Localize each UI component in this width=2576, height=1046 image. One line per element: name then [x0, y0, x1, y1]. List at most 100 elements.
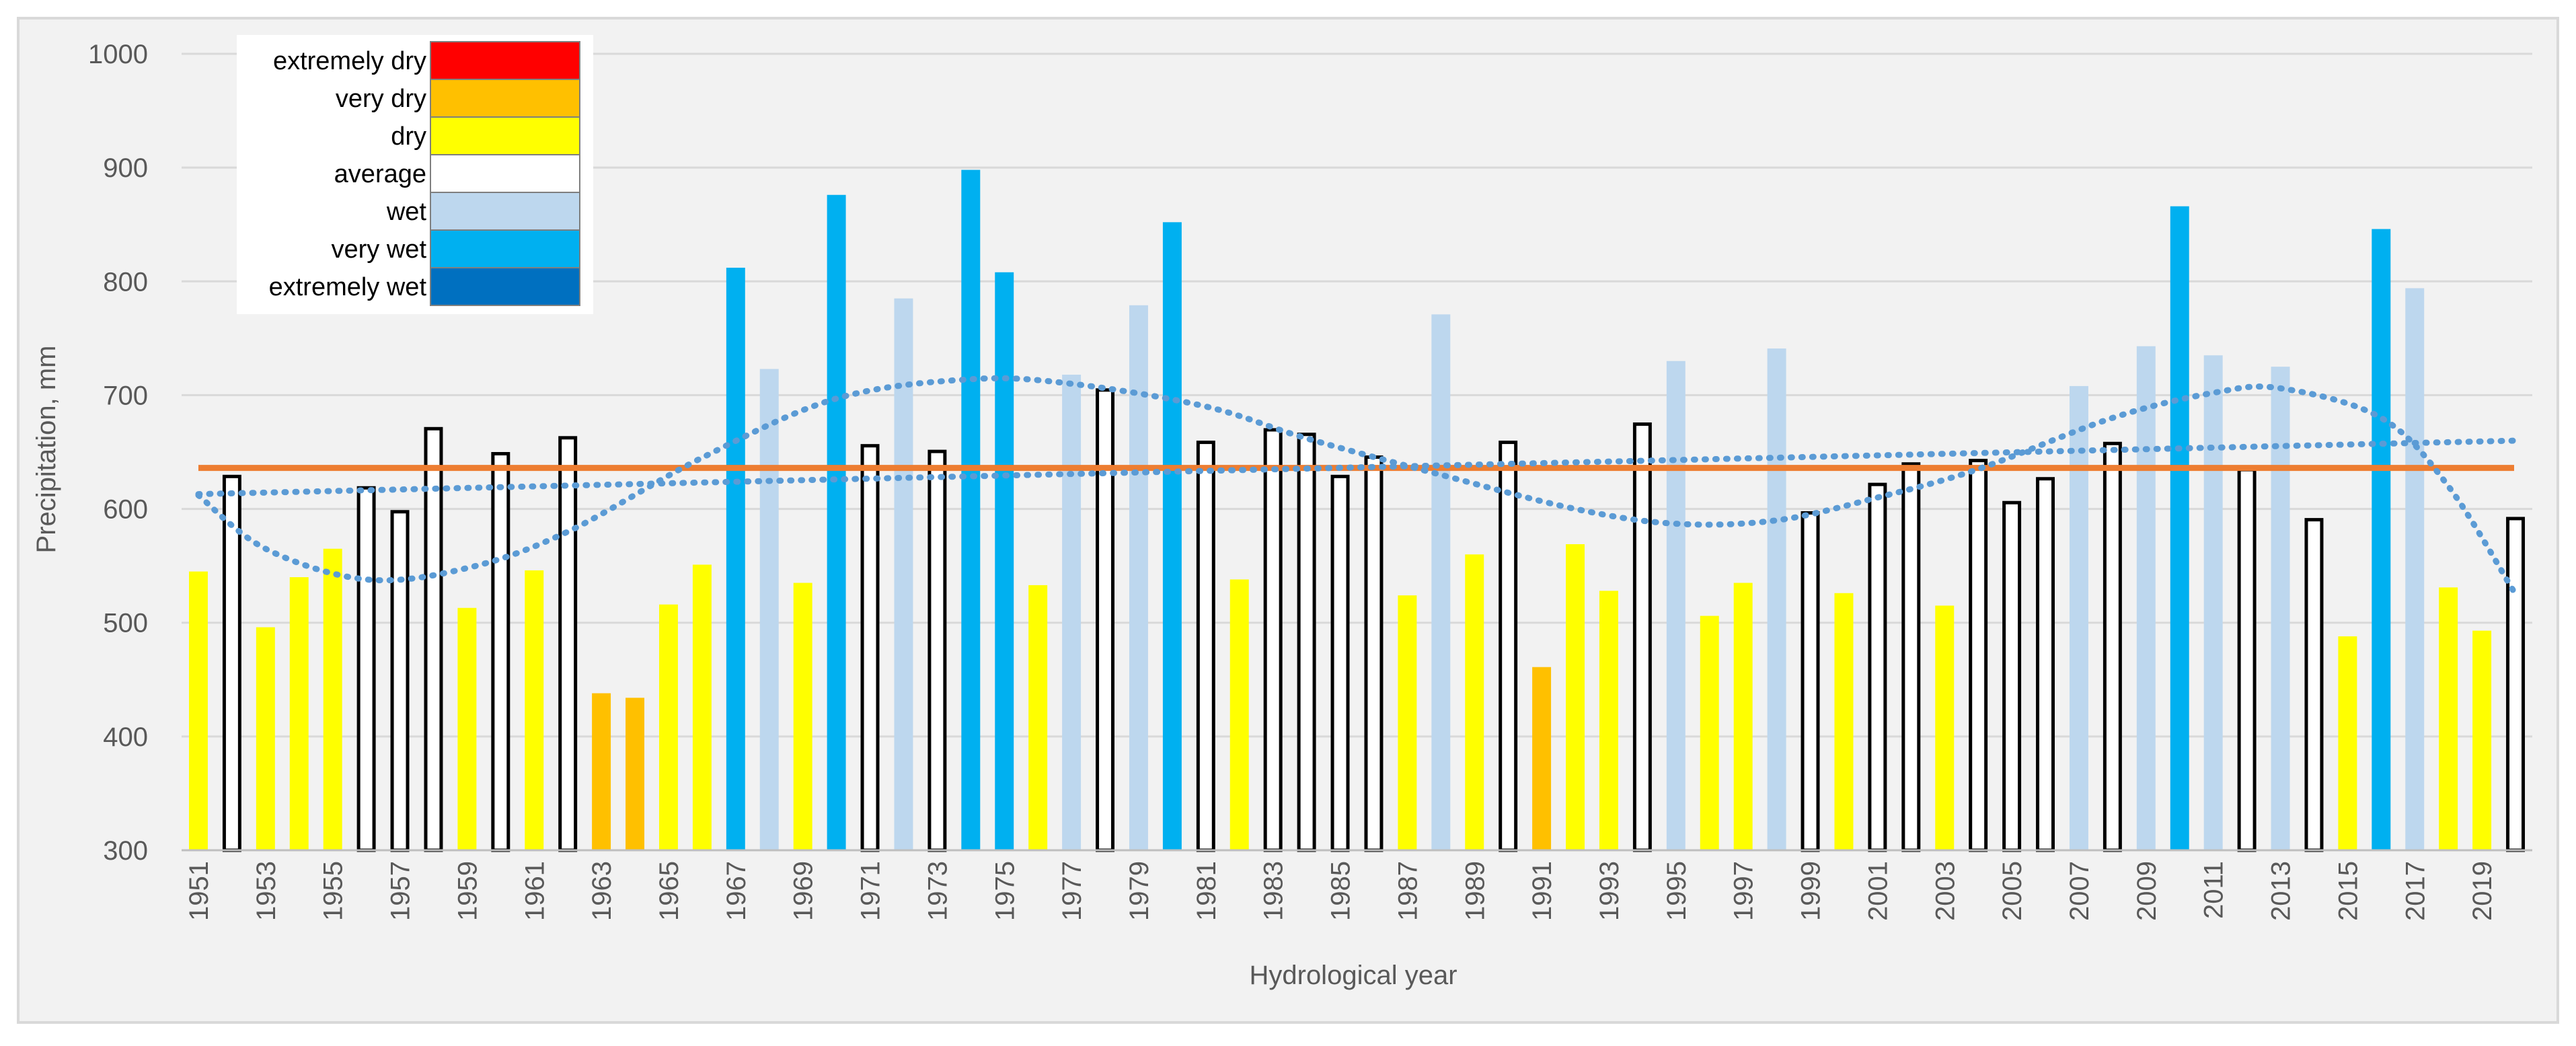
- bar: [1162, 222, 1182, 850]
- legend-label: dry: [391, 122, 426, 151]
- x-tick-label: 1967: [722, 861, 751, 921]
- legend-swatch: [430, 79, 580, 118]
- x-tick-label: 1975: [990, 861, 1020, 921]
- x-tick-label: 2017: [2400, 861, 2430, 921]
- bar: [2002, 500, 2022, 852]
- x-tick-label: 1965: [654, 861, 684, 921]
- x-tick-label: 1973: [923, 861, 952, 921]
- bar: [1767, 348, 1786, 850]
- bar: [558, 436, 578, 852]
- x-tick-label: 2019: [2468, 861, 2497, 921]
- bar: [1465, 554, 1484, 850]
- bar: [1969, 459, 1988, 852]
- bar: [1096, 388, 1115, 852]
- x-tick-label: 1961: [520, 861, 550, 921]
- bar: [1566, 544, 1585, 850]
- bar: [726, 267, 745, 850]
- bar: [1834, 593, 1854, 850]
- bar: [927, 449, 947, 852]
- bar: [1297, 433, 1316, 852]
- x-tick-label: 1997: [1729, 861, 1759, 921]
- y-tick-label: 1000: [88, 40, 148, 69]
- legend-swatch: [430, 229, 580, 268]
- y-tick-label: 600: [103, 495, 148, 525]
- x-tick-label: 1971: [856, 861, 886, 921]
- x-tick-label: 2013: [2267, 861, 2296, 921]
- bar: [759, 369, 779, 850]
- bar: [793, 583, 812, 850]
- bar: [2304, 518, 2324, 852]
- bar: [424, 426, 443, 852]
- bar: [2372, 229, 2391, 851]
- x-tick-label: 1977: [1057, 861, 1087, 921]
- x-tick-label: 1959: [453, 861, 482, 921]
- bar: [2472, 630, 2492, 850]
- bar: [491, 452, 510, 852]
- y-tick-label: 900: [103, 153, 148, 183]
- bar: [1801, 511, 1820, 852]
- bar: [1330, 474, 1350, 852]
- bar: [1398, 595, 1417, 850]
- bar: [356, 486, 376, 852]
- x-axis-label: Hydrological year: [1249, 961, 1457, 990]
- legend-swatch: [430, 154, 580, 193]
- bar: [1499, 441, 1518, 852]
- x-tick-label: 1981: [1192, 861, 1221, 921]
- bar: [1062, 374, 1082, 850]
- legend-swatch: [430, 41, 580, 80]
- x-tick-label: 2009: [2132, 861, 2162, 921]
- bar: [626, 698, 645, 850]
- legend-swatch: [430, 116, 580, 155]
- y-tick-label: 700: [103, 381, 148, 410]
- x-tick-label: 2011: [2199, 861, 2229, 919]
- x-tick-label: 1969: [789, 861, 819, 921]
- bar: [1129, 305, 1148, 850]
- bar: [592, 693, 611, 850]
- bar: [1196, 441, 1215, 852]
- legend-label: average: [334, 160, 426, 188]
- bar: [457, 607, 477, 850]
- bar: [2203, 355, 2223, 850]
- bar: [289, 577, 309, 850]
- bar: [1700, 615, 1719, 850]
- bar: [2170, 206, 2189, 850]
- legend-swatch: [430, 267, 580, 306]
- bar: [2237, 468, 2257, 852]
- bar: [1229, 579, 1249, 850]
- bar: [323, 548, 342, 850]
- y-tick-label: 400: [103, 722, 148, 752]
- legend: extremely dry very dry dry average wet very w…: [237, 35, 593, 314]
- x-tick-label: 2005: [1998, 861, 2027, 921]
- bar: [1028, 585, 1048, 850]
- bar: [995, 272, 1014, 850]
- bar: [2405, 288, 2425, 850]
- bar: [1666, 361, 1685, 850]
- bar: [256, 627, 275, 850]
- linear-trend-line: [195, 437, 2519, 498]
- bar: [1733, 583, 1753, 850]
- x-tick-label: 1983: [1259, 861, 1289, 921]
- legend-label: extremely dry: [273, 47, 426, 75]
- x-tick-label: 2001: [1863, 861, 1893, 921]
- polynomial-trend-line: [195, 375, 2519, 597]
- bar: [2136, 346, 2156, 850]
- legend-label: extremely wet: [269, 273, 427, 301]
- x-tick-label: 2003: [1930, 861, 1960, 921]
- x-tick-label: 1991: [1527, 861, 1557, 921]
- bar: [2439, 587, 2458, 850]
- x-tick-label: 2015: [2333, 861, 2363, 921]
- bar: [1364, 455, 1384, 852]
- y-tick-label: 300: [103, 836, 148, 866]
- legend-label: wet: [386, 198, 427, 226]
- legend-swatch: [430, 192, 580, 231]
- bar: [961, 170, 981, 851]
- bar: [2506, 517, 2526, 852]
- x-tick-label: 1993: [1595, 861, 1624, 921]
- bar: [2271, 367, 2290, 850]
- legend-label: very wet: [332, 235, 427, 264]
- y-axis-label: Precipitation, mm: [32, 346, 61, 554]
- y-tick-label: 500: [103, 609, 148, 638]
- bar: [1935, 605, 1955, 850]
- x-tick-label: 2007: [2065, 861, 2094, 921]
